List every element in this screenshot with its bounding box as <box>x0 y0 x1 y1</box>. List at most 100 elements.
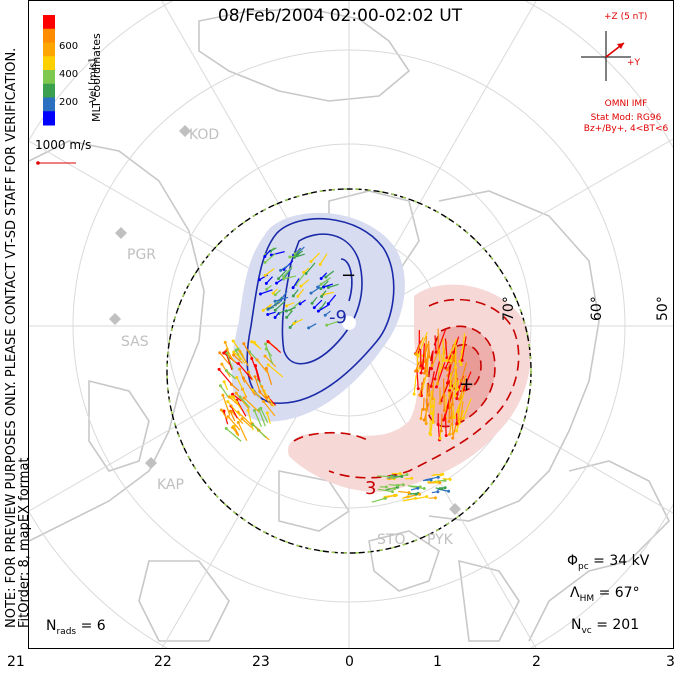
velocity-vector-origin <box>231 425 235 429</box>
velocity-vector <box>265 276 273 284</box>
mlt-tick-21: 21 <box>7 654 25 670</box>
velocity-vector-origin <box>258 292 262 296</box>
velocity-vector <box>438 347 441 372</box>
velocity-vector <box>310 252 321 262</box>
velocity-vector <box>226 352 234 370</box>
velocity-vector <box>414 495 427 500</box>
velocity-vector-origin <box>218 384 222 388</box>
color-bar-segment <box>43 15 55 30</box>
velocity-vector <box>431 473 443 477</box>
velocity-vector <box>226 349 234 361</box>
velocity-vector <box>225 351 233 371</box>
velocity-vector-origin <box>263 354 267 358</box>
velocity-vector-origin <box>430 404 434 408</box>
velocity-vector-origin <box>448 432 452 436</box>
velocity-vector <box>320 277 331 285</box>
velocity-vector-origin <box>419 371 423 375</box>
velocity-vector-origin <box>266 307 270 311</box>
stat-nrads: Nrads = 6 <box>46 618 106 637</box>
velocity-vector <box>254 365 260 381</box>
latitude-label-70: 70° <box>501 296 517 321</box>
velocity-vector-origin <box>307 326 311 330</box>
velocity-vector-origin <box>266 339 270 343</box>
velocity-vector-origin <box>295 253 299 257</box>
velocity-vector <box>430 409 435 435</box>
velocity-vector-origin <box>418 393 422 397</box>
velocity-vector-origin <box>241 376 245 380</box>
latitude-label-50: 50° <box>655 296 671 321</box>
mlt-tick-2: 2 <box>532 654 541 670</box>
velocity-scale-label: Vel [m/s] <box>88 58 99 103</box>
stat-nvc-value: = 201 <box>596 617 640 633</box>
velocity-vector <box>286 306 296 312</box>
color-tick-400: 400 <box>59 69 78 80</box>
velocity-vector-origin <box>263 260 267 264</box>
velocity-vector <box>419 377 425 396</box>
velocity-vector-origin <box>460 358 464 362</box>
velocity-vector-origin <box>222 380 226 384</box>
velocity-vector-origin <box>219 408 223 412</box>
velocity-vector-origin <box>425 373 429 377</box>
velocity-vector <box>236 399 247 417</box>
velocity-vector <box>436 371 440 384</box>
station-pyk: PYK <box>427 532 454 548</box>
velocity-vector-origin <box>234 391 238 395</box>
pole-marker <box>342 316 356 330</box>
velocity-vector-origin <box>324 275 328 279</box>
velocity-vector-origin <box>443 416 447 420</box>
velocity-vector <box>448 422 452 435</box>
latitude-label-60: 60° <box>589 296 605 321</box>
velocity-vector <box>428 340 431 357</box>
velocity-vector <box>236 377 247 396</box>
velocity-vector-origin <box>262 399 266 403</box>
velocity-vector <box>243 397 260 413</box>
velocity-vector <box>293 318 303 325</box>
velocity-vector-origin <box>217 367 221 371</box>
color-tick-200: 200 <box>59 97 78 108</box>
velocity-vector <box>377 475 392 478</box>
color-bar-segment <box>43 28 55 43</box>
velocity-vector <box>437 488 449 492</box>
velocity-vector <box>278 269 288 280</box>
imf-y-label: +Y <box>627 58 641 68</box>
velocity-vector-origin <box>236 421 240 425</box>
velocity-vector <box>267 341 282 354</box>
velocity-vector-origin <box>310 301 314 305</box>
velocity-vector-origin <box>227 395 231 399</box>
velocity-vector <box>407 485 421 488</box>
velocity-vector <box>218 369 233 385</box>
mlt-tick-0: 0 <box>345 654 354 670</box>
fit-order-note: FitOrder: 8, mapEX format <box>17 457 32 628</box>
color-bar-segment <box>43 83 55 98</box>
velocity-vector-origin <box>264 281 268 285</box>
velocity-vector <box>263 390 275 408</box>
stat-lambda-value: = 67° <box>598 585 640 601</box>
max-potential-marker: + <box>459 374 474 395</box>
velocity-vector <box>261 386 268 400</box>
velocity-vector <box>318 303 331 312</box>
velocity-vector-origin <box>223 340 227 344</box>
velocity-vector-origin <box>323 313 327 317</box>
velocity-vector <box>262 303 272 311</box>
velocity-vector-origin <box>319 277 323 281</box>
velocity-vector-origin <box>442 408 446 412</box>
velocity-vector-origin <box>325 323 329 327</box>
velocity-vector-origin <box>441 472 445 476</box>
velocity-vector <box>434 335 437 353</box>
velocity-vector-origin <box>263 254 267 258</box>
color-bar-segment <box>43 97 55 112</box>
velocity-vector-origin <box>436 490 440 494</box>
velocity-vector-origin <box>438 481 442 485</box>
velocity-vector-origin <box>273 315 277 319</box>
velocity-vector-origin <box>273 299 277 303</box>
velocity-vector-origin <box>238 367 242 371</box>
stat-phi-sub: pc <box>578 561 589 572</box>
velocity-vector-origin <box>277 277 281 281</box>
velocity-vector-origin <box>288 255 292 259</box>
velocity-vector <box>231 384 240 392</box>
velocity-vector <box>265 368 273 386</box>
velocity-vector-origin <box>418 492 422 496</box>
velocity-vector-origin <box>447 419 451 423</box>
velocity-vector <box>230 405 238 419</box>
stat-nrads-value: = 6 <box>80 618 106 634</box>
